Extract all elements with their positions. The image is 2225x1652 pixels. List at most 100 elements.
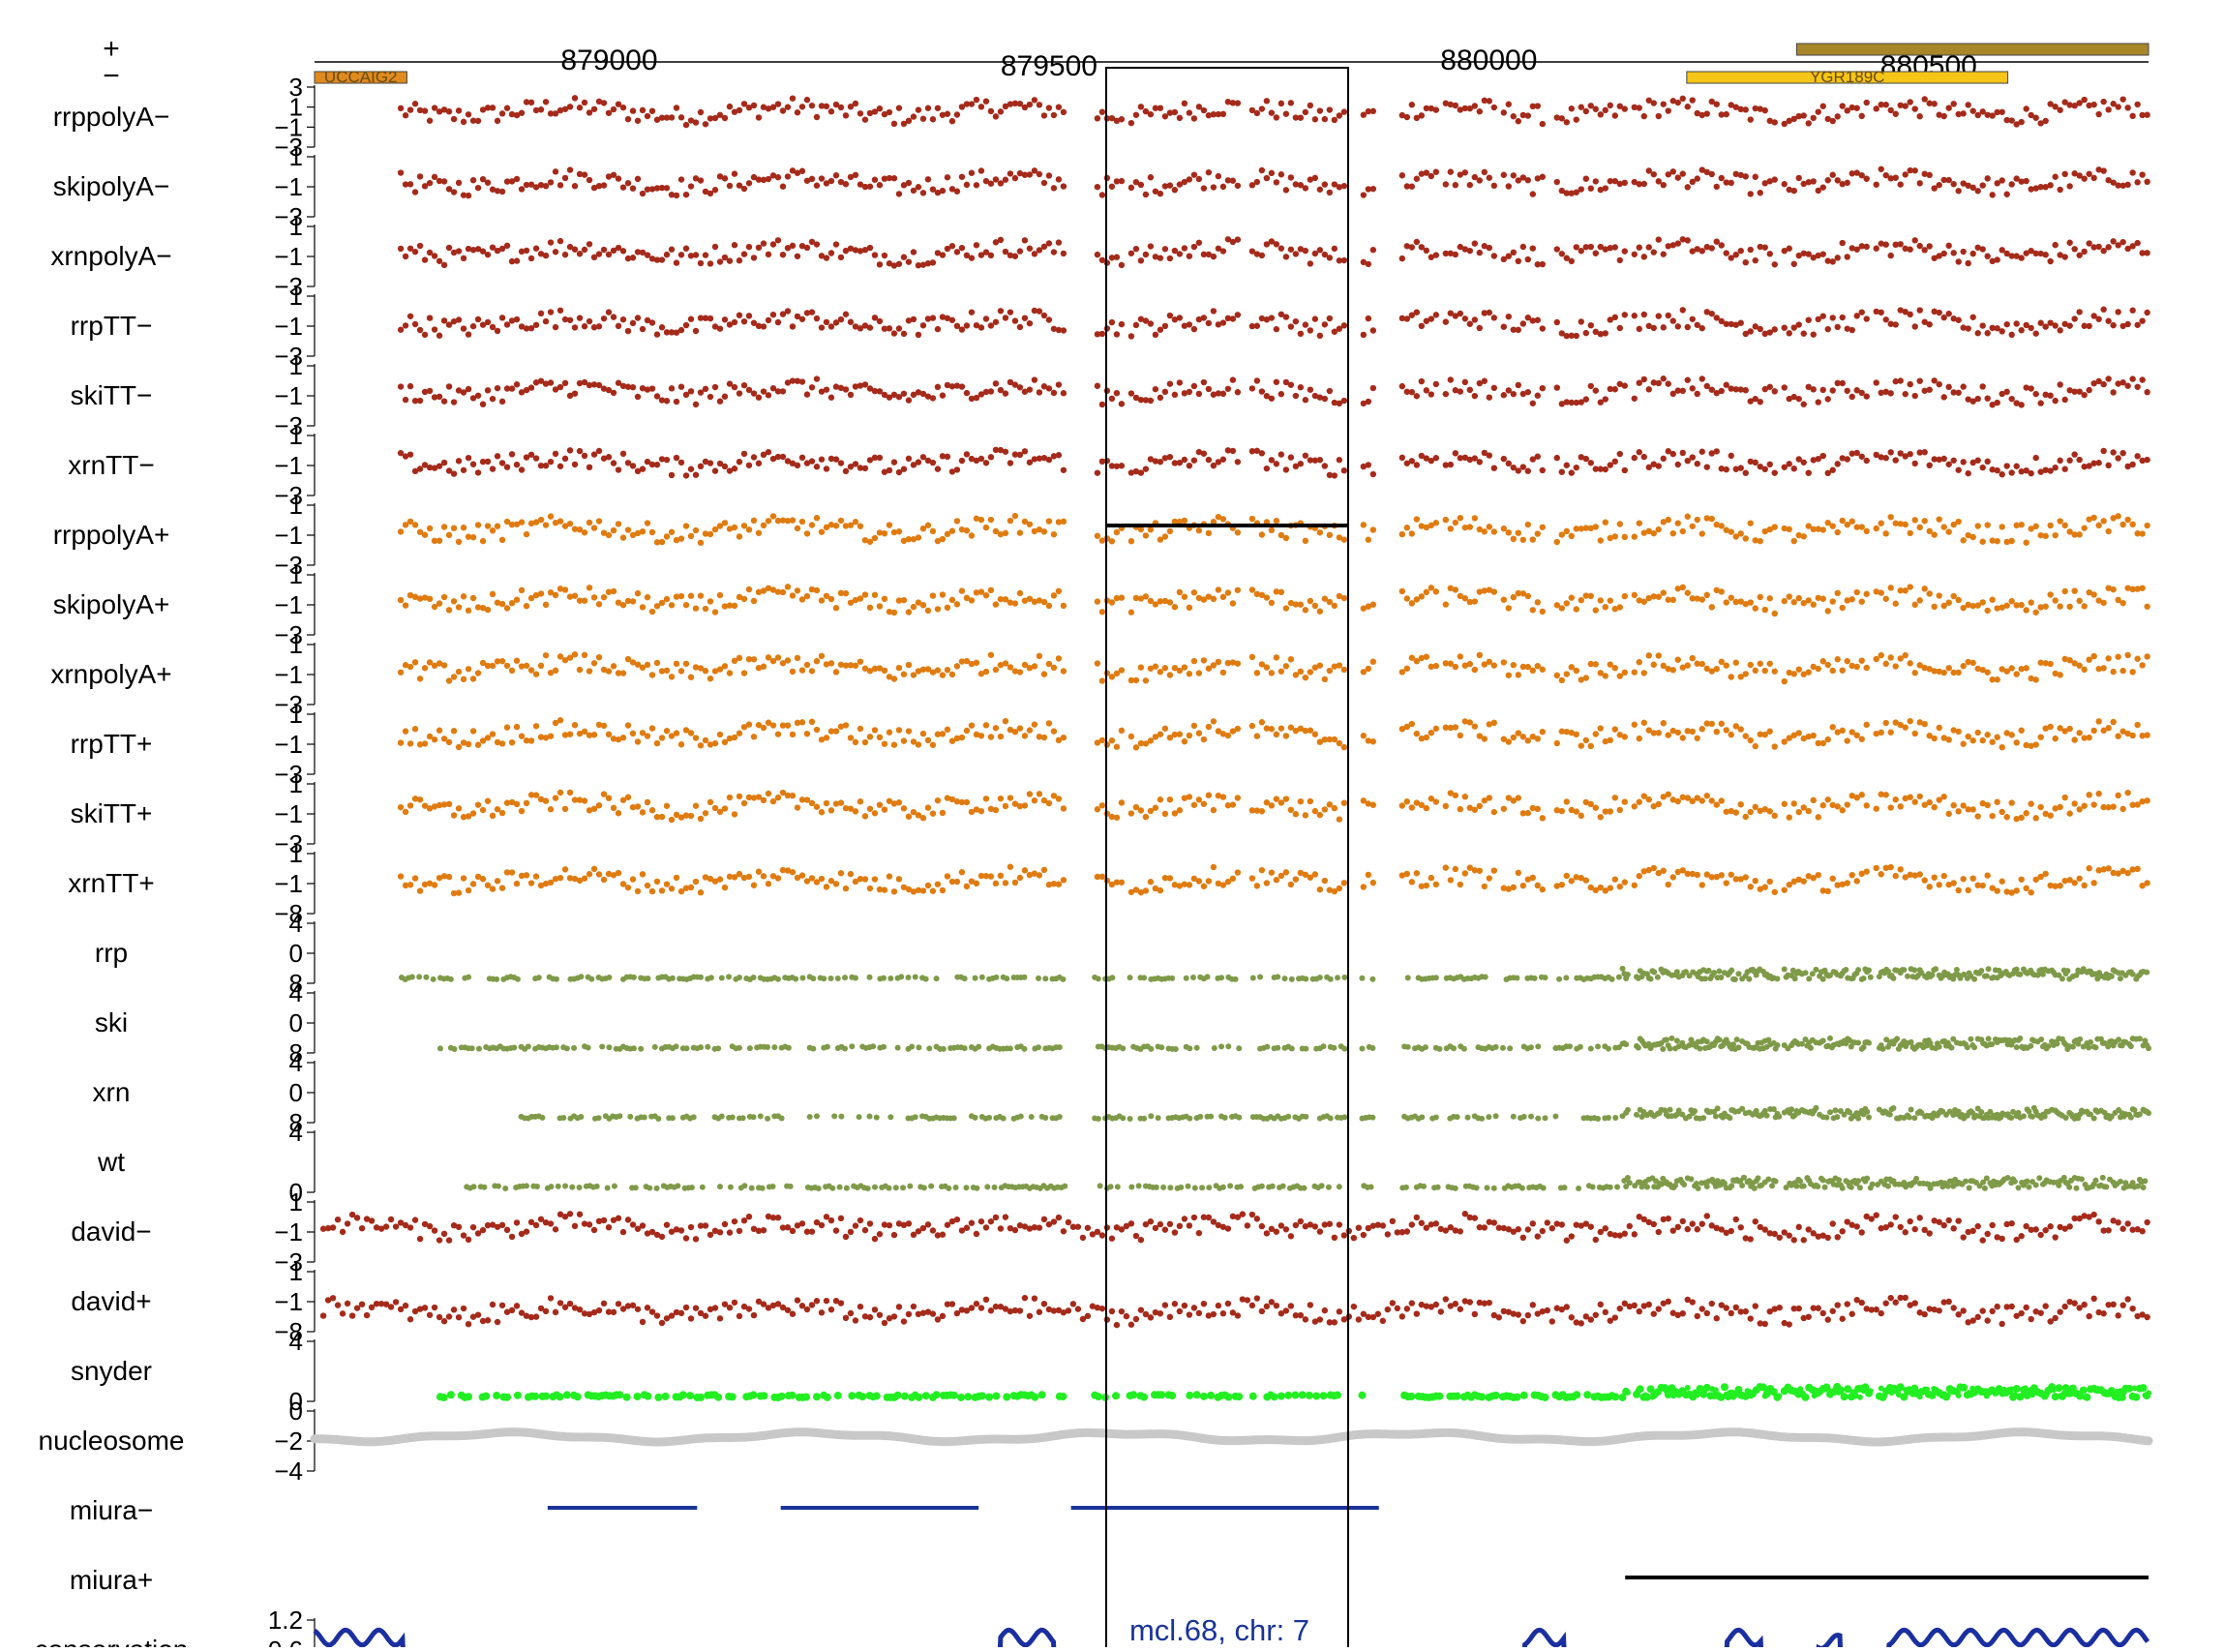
data-point xyxy=(1259,450,1265,456)
data-point xyxy=(1593,607,1599,613)
data-point xyxy=(591,732,597,737)
data-point xyxy=(2052,242,2058,248)
data-point xyxy=(466,111,471,117)
data-point xyxy=(616,810,621,816)
data-point xyxy=(1719,797,1725,803)
data-point xyxy=(1462,315,1468,321)
track-label: xrnTT+ xyxy=(68,868,154,898)
data-point xyxy=(983,669,989,675)
data-point xyxy=(1317,975,1323,980)
data-point xyxy=(1540,609,1546,615)
data-point xyxy=(1969,107,1975,113)
data-point xyxy=(1037,872,1042,878)
data-point xyxy=(732,603,737,609)
data-point xyxy=(1675,798,1681,804)
data-point xyxy=(1735,971,1741,976)
data-point xyxy=(2057,603,2062,609)
data-point xyxy=(1945,462,1951,467)
data-point xyxy=(866,975,872,980)
data-point xyxy=(857,658,863,664)
data-point xyxy=(712,187,718,193)
data-point xyxy=(1612,315,1618,320)
data-point xyxy=(466,666,471,672)
data-point xyxy=(2028,800,2033,806)
data-point xyxy=(2018,255,2024,260)
data-point xyxy=(1617,604,1623,610)
data-point xyxy=(669,602,675,608)
data-point xyxy=(790,669,796,675)
data-point xyxy=(1182,593,1188,599)
data-point xyxy=(586,1045,591,1051)
data-point xyxy=(2105,318,2111,324)
data-point xyxy=(2134,179,2140,185)
data-point xyxy=(1278,246,1284,252)
data-point xyxy=(1820,976,1826,982)
data-point xyxy=(1840,103,1846,108)
data-point xyxy=(683,602,689,608)
data-point xyxy=(887,467,892,473)
data-point xyxy=(1907,718,1912,724)
data-point xyxy=(1257,975,1263,980)
data-point xyxy=(1095,469,1100,475)
data-point xyxy=(887,873,892,879)
data-point xyxy=(1022,867,1028,873)
data-point xyxy=(775,976,781,982)
data-point xyxy=(1259,867,1265,873)
data-point xyxy=(1811,178,1817,184)
data-point xyxy=(1114,815,1120,821)
data-point xyxy=(1827,1036,1833,1041)
data-point xyxy=(1341,536,1347,542)
data-point xyxy=(1603,520,1609,526)
data-point xyxy=(1641,720,1647,726)
data-point xyxy=(470,676,476,681)
data-point xyxy=(1191,244,1197,250)
data-point xyxy=(940,672,946,677)
data-point xyxy=(1955,729,1961,735)
data-point xyxy=(2042,604,2048,610)
data-point xyxy=(1133,112,1139,118)
data-point xyxy=(456,316,462,322)
data-point xyxy=(1796,730,1802,736)
data-point xyxy=(557,308,563,314)
data-point xyxy=(1275,1045,1280,1051)
data-point xyxy=(1037,102,1042,107)
data-point xyxy=(1926,884,1932,889)
data-point xyxy=(1811,331,1817,337)
data-point xyxy=(1487,175,1492,181)
data-point xyxy=(993,601,999,607)
track-tick-label: 0 xyxy=(289,1008,303,1037)
data-point xyxy=(2076,663,2082,669)
data-point xyxy=(499,189,505,195)
data-point xyxy=(1874,105,1879,111)
data-point xyxy=(1424,653,1429,659)
data-point xyxy=(1099,874,1105,880)
data-point xyxy=(1772,611,1778,616)
data-point xyxy=(964,527,970,533)
data-point xyxy=(940,591,946,597)
data-point xyxy=(407,181,413,187)
data-point xyxy=(543,522,549,527)
data-point xyxy=(717,398,723,404)
data-point xyxy=(2023,105,2029,111)
data-point xyxy=(1911,602,1917,608)
data-point xyxy=(898,974,904,979)
data-point xyxy=(1774,1042,1780,1048)
data-point xyxy=(1341,467,1347,473)
data-point xyxy=(1162,533,1168,539)
data-point xyxy=(2115,513,2120,519)
data-point xyxy=(2018,402,2024,407)
data-point xyxy=(1278,171,1284,177)
data-point xyxy=(1007,170,1013,176)
data-point xyxy=(1506,461,1512,466)
data-point xyxy=(1483,975,1488,980)
data-point xyxy=(1477,652,1483,658)
data-point xyxy=(1525,112,1531,118)
data-point xyxy=(417,327,423,333)
data-point xyxy=(1046,518,1052,524)
data-point xyxy=(1574,808,1579,814)
data-point xyxy=(1259,388,1265,394)
data-point xyxy=(1554,246,1560,252)
data-point xyxy=(543,99,549,105)
data-point xyxy=(645,799,650,805)
data-point xyxy=(1675,323,1681,329)
